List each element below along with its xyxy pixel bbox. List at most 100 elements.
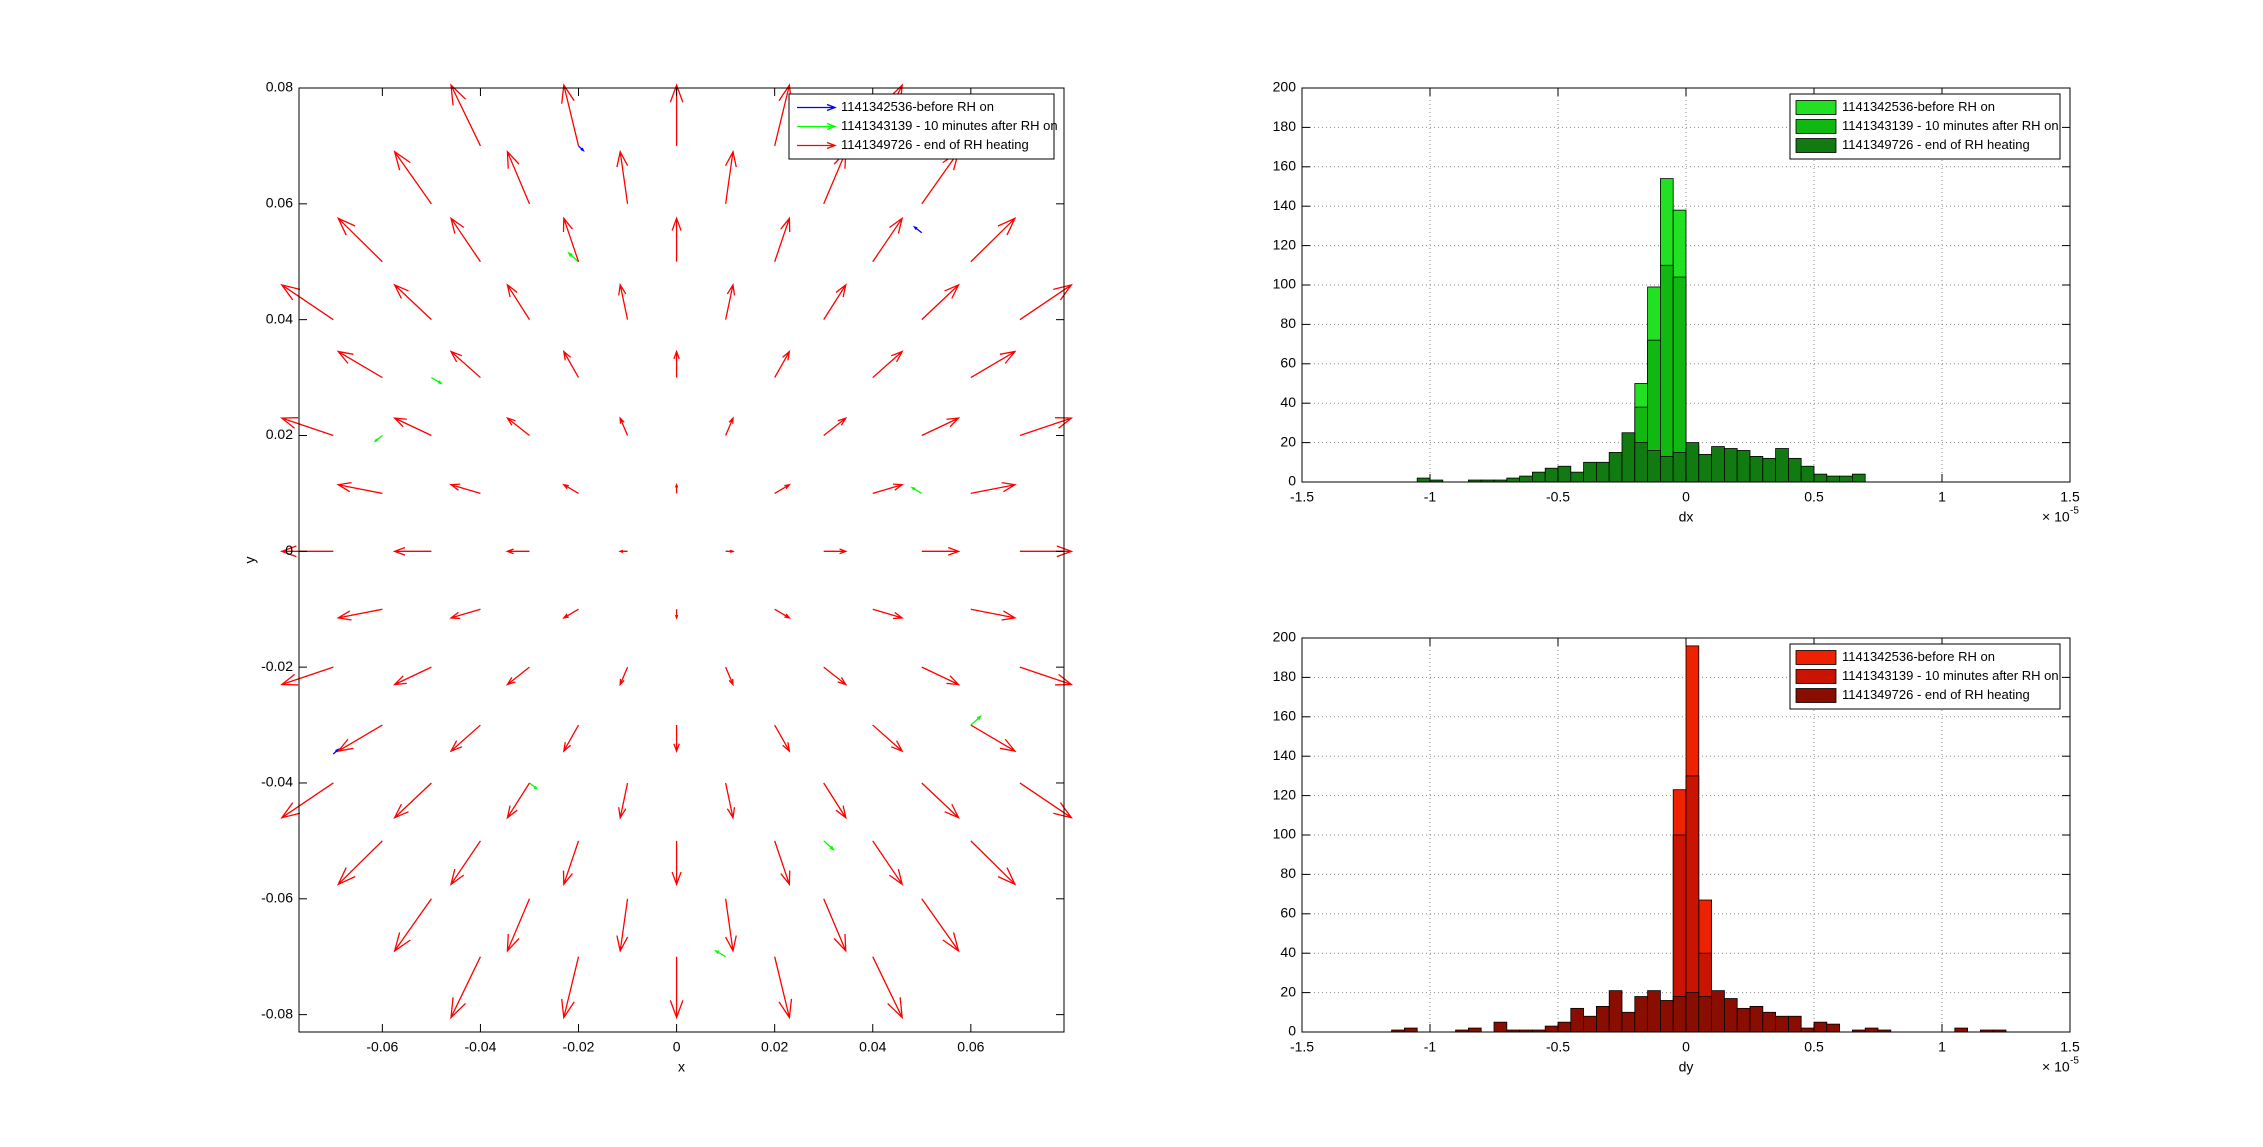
bar xyxy=(1762,457,1777,483)
y-axis-label: y xyxy=(242,557,258,564)
bar xyxy=(1724,998,1738,1033)
y-tick-label: 100 xyxy=(1273,826,1297,842)
arrow xyxy=(567,251,579,263)
x-tick-label: 1.5 xyxy=(2060,1039,2080,1055)
legend-label: 1141349726 - end of RH heating xyxy=(841,137,1029,152)
x-tick-label: 0.06 xyxy=(957,1039,984,1055)
arrow xyxy=(970,724,1017,753)
arrow xyxy=(774,840,791,887)
arrow xyxy=(872,483,904,495)
y-tick-label: 0.06 xyxy=(266,195,293,211)
arrow xyxy=(618,549,628,553)
legend: 1141342536-before RH on 1141343139 - 10 m… xyxy=(1789,93,2061,160)
x-tick-label: -0.5 xyxy=(1546,1039,1570,1055)
y-tick-label: 140 xyxy=(1273,747,1297,763)
arrow xyxy=(578,145,585,152)
legend-swatch xyxy=(797,122,837,131)
bar xyxy=(1724,448,1738,483)
legend-swatch xyxy=(797,141,837,150)
bar xyxy=(1596,461,1610,483)
arrow xyxy=(725,416,734,436)
arrow xyxy=(619,416,629,436)
legend-swatch xyxy=(797,103,837,112)
y-tick-label: 200 xyxy=(1273,629,1297,645)
y-tick-label: 40 xyxy=(1280,944,1296,960)
arrow xyxy=(774,724,791,753)
bar xyxy=(1506,477,1521,483)
arrow xyxy=(392,417,432,437)
arrow xyxy=(392,666,432,686)
bar xyxy=(1813,1021,1828,1033)
arrow xyxy=(449,840,481,886)
arrow xyxy=(449,608,481,620)
arrow xyxy=(373,434,383,443)
arrow xyxy=(823,782,847,820)
bar xyxy=(1647,450,1661,483)
bar xyxy=(1826,1023,1841,1033)
bar xyxy=(1532,471,1546,483)
x-tick-label: 1.5 xyxy=(2060,489,2080,505)
y-tick-label: 60 xyxy=(1280,905,1296,921)
arrow xyxy=(450,83,482,147)
arrow xyxy=(724,898,737,953)
arrow xyxy=(506,283,531,321)
arrow xyxy=(673,349,680,378)
arrow xyxy=(1019,417,1074,437)
bar xyxy=(1621,1011,1636,1033)
x-tick-label: -0.04 xyxy=(464,1039,496,1055)
x-multiplier-exponent: -5 xyxy=(2070,1056,2079,1067)
legend-label: 1141349726 - end of RH heating xyxy=(1842,687,2030,702)
arrow xyxy=(1019,666,1074,686)
bar xyxy=(1736,450,1751,483)
arrow xyxy=(774,216,791,262)
arrow xyxy=(619,666,629,687)
legend-label: 1141343139 - 10 minutes after RH on xyxy=(1842,668,2059,683)
y-tick-label: 0.08 xyxy=(266,79,293,95)
arrow xyxy=(725,666,734,687)
y-tick-label: 180 xyxy=(1273,118,1297,134)
arrow xyxy=(872,724,904,753)
bar xyxy=(1404,1027,1418,1033)
arrow xyxy=(823,283,847,321)
bar xyxy=(1788,457,1802,483)
x-axis-label: dx xyxy=(1679,509,1694,525)
bar xyxy=(1557,1021,1572,1033)
arrow xyxy=(280,782,334,819)
plot-area xyxy=(299,88,1064,1032)
arrow xyxy=(505,416,530,436)
arrow xyxy=(450,956,482,1020)
arrow xyxy=(970,350,1017,379)
arrow xyxy=(912,225,923,234)
x-tick-label: -1.5 xyxy=(1290,1039,1314,1055)
y-tick-label: 180 xyxy=(1273,668,1297,684)
bar xyxy=(1800,1027,1815,1033)
arrow xyxy=(823,666,848,686)
arrow xyxy=(823,840,835,851)
bar xyxy=(1634,996,1649,1033)
x-multiplier: × 10 xyxy=(2042,1059,2070,1075)
bar xyxy=(1608,452,1623,483)
bar xyxy=(1468,1027,1482,1033)
legend-label: 1141343139 - 10 minutes after RH on xyxy=(1842,118,2059,133)
arrow xyxy=(561,83,580,147)
bar xyxy=(1596,1005,1610,1033)
arrow xyxy=(280,666,334,686)
y-tick-label: 80 xyxy=(1280,865,1296,881)
arrow xyxy=(674,609,679,620)
legend-swatch xyxy=(1795,688,1837,703)
x-tick-label: 1 xyxy=(1938,489,1946,505)
arrow xyxy=(774,956,793,1020)
bar xyxy=(1762,1011,1777,1033)
bar xyxy=(1954,1027,1969,1033)
bar xyxy=(1647,990,1661,1033)
arrow xyxy=(506,898,531,953)
y-tick-label: 200 xyxy=(1273,79,1297,95)
arrow xyxy=(280,417,334,437)
arrow xyxy=(336,608,383,621)
arrow xyxy=(449,350,481,379)
arrow xyxy=(562,724,580,753)
bar xyxy=(1634,442,1649,483)
arrow xyxy=(392,546,432,556)
arrow xyxy=(618,782,629,820)
